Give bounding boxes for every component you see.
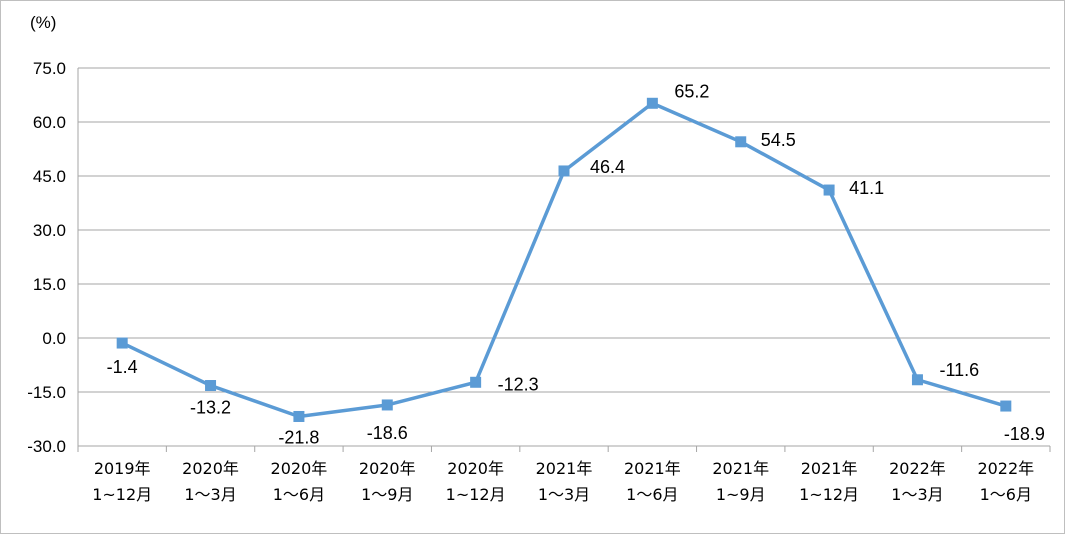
y-tick-label: 30.0 <box>33 221 66 240</box>
gridlines <box>78 67 1050 447</box>
x-tick-label-period: 1～3月 <box>891 485 943 504</box>
y-axis: 75.0 60.0 45.0 30.0 15.0 0.0 -15.0 -30.0 <box>27 59 79 456</box>
data-point-marker <box>1000 400 1012 412</box>
x-tick-label-year: 2022年 <box>977 459 1034 478</box>
data-label: 54.5 <box>761 130 796 150</box>
x-tick-label-year: 2021年 <box>801 459 858 478</box>
x-tick-label-year: 2021年 <box>624 459 681 478</box>
data-label: -11.6 <box>939 360 979 380</box>
data-label: -21.8 <box>278 427 319 447</box>
data-label: -18.6 <box>367 423 408 443</box>
x-tick-label-period: 1~12月 <box>446 485 506 504</box>
x-tick-label-year: 2020年 <box>447 459 504 478</box>
x-tick-label-period: 1～6月 <box>626 485 678 504</box>
data-point-marker <box>470 376 482 388</box>
x-axis: 2019年 1~12月 2020年 1～3月 2020年 1～6月 2020年 1～9月 202… <box>77 446 1051 504</box>
y-tick-label: -15.0 <box>27 383 66 402</box>
data-label: -12.3 <box>498 374 539 394</box>
x-tick-label-period: 1～6月 <box>273 485 325 504</box>
x-tick-label-year: 2020年 <box>359 459 416 478</box>
data-point-marker <box>823 184 835 196</box>
x-tick-label-period: 1～6月 <box>980 485 1032 504</box>
y-tick-label: 60.0 <box>33 113 66 132</box>
y-tick-label: 15.0 <box>33 275 66 294</box>
data-label: 46.4 <box>590 157 625 177</box>
y-tick-label: 75.0 <box>33 59 66 78</box>
x-tick-label-year: 2020年 <box>182 459 239 478</box>
x-tick-label-period: 1~12月 <box>799 485 859 504</box>
data-point-marker <box>205 380 217 392</box>
series-group <box>116 97 1012 422</box>
data-point-marker <box>293 410 305 422</box>
y-tick-label: 45.0 <box>33 167 66 186</box>
x-tick-label-year: 2019年 <box>94 459 151 478</box>
y-tick-label: -30.0 <box>27 437 66 456</box>
data-point-marker <box>381 399 393 411</box>
data-point-marker <box>911 374 923 386</box>
x-tick-label-period: 1～9月 <box>361 485 413 504</box>
data-label: -13.2 <box>190 398 231 418</box>
data-point-marker <box>735 136 747 148</box>
x-tick-label-year: 2021年 <box>712 459 769 478</box>
x-tick-label-year: 2020年 <box>271 459 328 478</box>
x-tick-label-period: 1~9月 <box>716 485 766 504</box>
data-label: -1.4 <box>107 357 138 377</box>
x-tick-label-period: 1~12月 <box>92 485 152 504</box>
data-label: -18.9 <box>1004 424 1045 444</box>
data-point-marker <box>646 97 658 109</box>
x-tick-label-period: 1～3月 <box>538 485 590 504</box>
unit-label: (%) <box>30 13 56 32</box>
x-tick-label-year: 2021年 <box>536 459 593 478</box>
x-tick-label-year: 2022年 <box>889 459 946 478</box>
data-point-marker <box>116 337 128 349</box>
x-tick-label-period: 1～3月 <box>184 485 236 504</box>
data-point-marker <box>558 165 570 177</box>
data-label: 41.1 <box>849 178 884 198</box>
y-tick-label: 0.0 <box>42 329 66 348</box>
series-line <box>121 101 1007 419</box>
data-label: 65.2 <box>674 81 709 101</box>
data-labels: -1.4 -13.2 -21.8 -18.6 -12.3 46.4 65.2 54.5 41.1… <box>107 81 1045 447</box>
